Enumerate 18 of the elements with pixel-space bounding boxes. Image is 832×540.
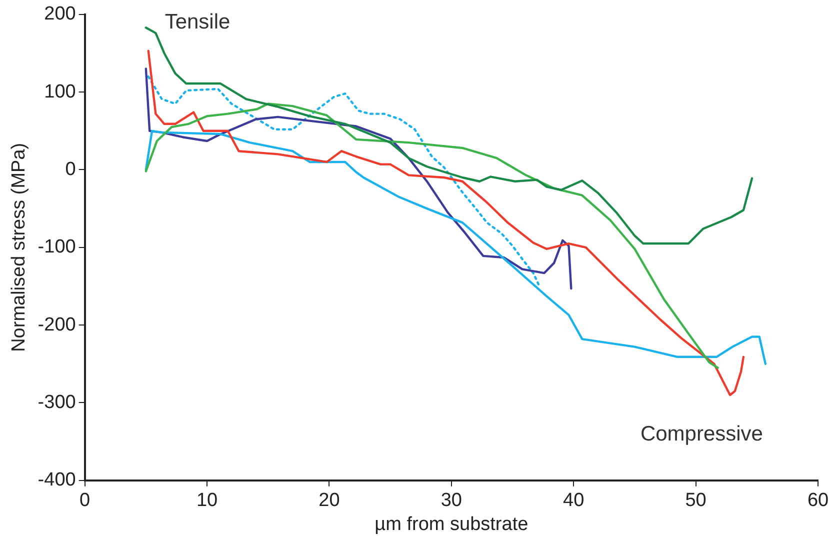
y-tick-label: -200 [38,314,76,336]
x-axis-title: µm from substrate [374,514,528,535]
x-tick-label: 20 [318,490,340,512]
x-tick-label: 50 [685,490,706,512]
y-tick-label: -100 [38,236,76,258]
x-tick-label: 10 [196,490,218,512]
y-tick-label: -400 [38,470,76,491]
y-tick-label: 0 [65,158,76,180]
x-tick-label: 30 [440,490,462,512]
x-tick-label: 0 [80,490,90,512]
annotation: Tensile [164,10,230,34]
y-axis-title: Normalised stress (MPa) [8,142,30,352]
x-tick-label: 60 [807,490,829,512]
y-tick-label: 200 [44,4,76,25]
y-tick-label: 100 [44,81,76,102]
x-tick-label: 40 [563,490,584,512]
y-tick-label: -300 [38,392,76,413]
annotation: Compressive [640,422,763,446]
